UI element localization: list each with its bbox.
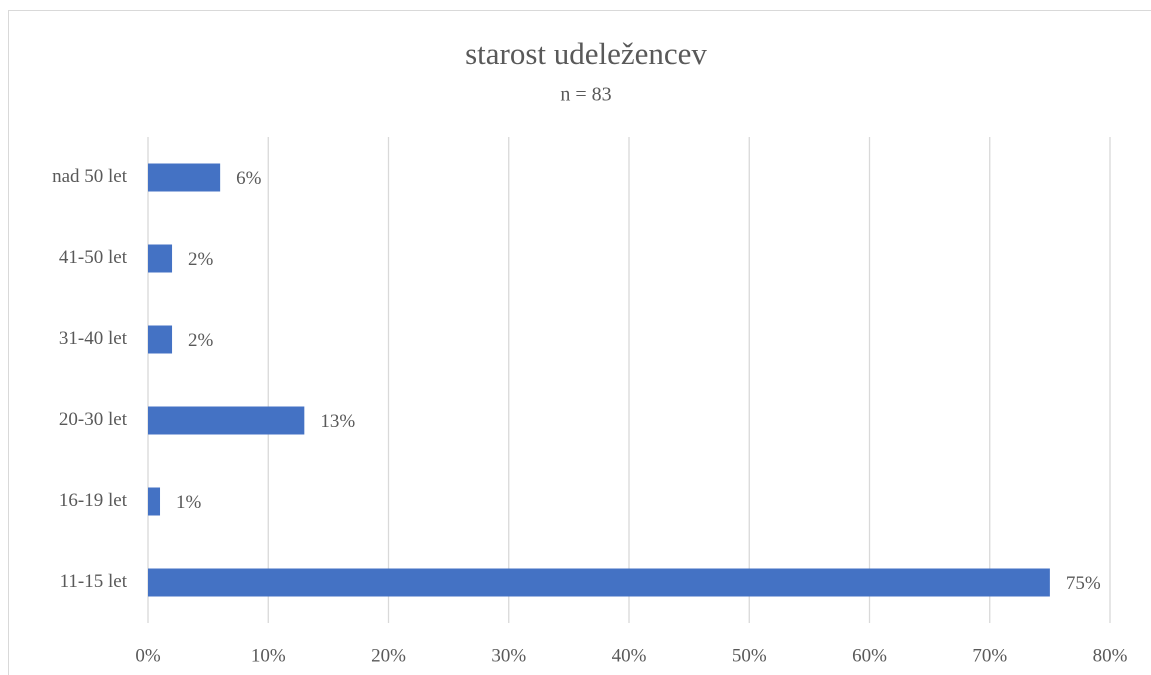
y-tick-label: 11-15 let	[60, 571, 128, 592]
data-label: 2%	[188, 330, 214, 351]
data-label: 75%	[1066, 573, 1101, 594]
data-label: 1%	[176, 492, 202, 513]
x-tick-label: 30%	[491, 645, 526, 666]
bar	[148, 487, 161, 516]
data-label: 6%	[236, 168, 262, 189]
bar	[148, 325, 173, 354]
x-tick-label: 80%	[1093, 645, 1128, 666]
x-tick-label: 0%	[135, 645, 161, 666]
y-tick-label: 16-19 let	[59, 490, 128, 511]
y-tick-label: nad 50 let	[52, 166, 128, 187]
bar	[148, 568, 1050, 597]
x-tick-label: 40%	[612, 645, 647, 666]
bar	[148, 406, 305, 435]
chart-subtitle: n = 83	[560, 84, 611, 106]
y-tick-label: 41-50 let	[59, 247, 128, 268]
x-tick-label: 50%	[732, 645, 767, 666]
chart-title: starost udeležencev	[465, 36, 707, 71]
bar	[148, 244, 173, 273]
bar	[148, 163, 221, 192]
data-label: 13%	[320, 411, 355, 432]
x-tick-label: 20%	[371, 645, 406, 666]
chart-border	[8, 10, 1151, 675]
data-label: 2%	[188, 249, 214, 270]
x-tick-label: 10%	[251, 645, 286, 666]
y-tick-label: 20-30 let	[59, 409, 128, 430]
x-tick-label: 70%	[972, 645, 1007, 666]
y-tick-label: 31-40 let	[59, 328, 128, 349]
x-tick-label: 60%	[852, 645, 887, 666]
